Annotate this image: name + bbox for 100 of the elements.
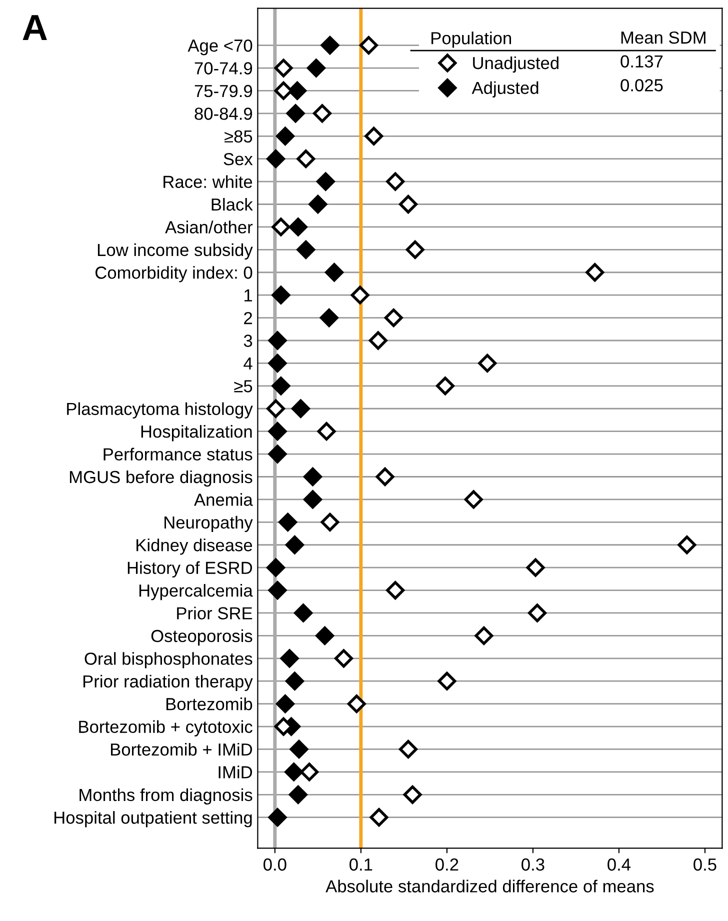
annotation: 0.025 — [620, 79, 663, 92]
y-tick-label: Sex — [224, 153, 253, 166]
y-tick-label: Asian/other — [165, 220, 253, 234]
legend-label: Adjusted — [472, 81, 538, 98]
y-tick-label: 2 — [244, 312, 252, 324]
point — [316, 626, 334, 645]
y-tick-label: Hospitalization — [141, 425, 252, 442]
y-tick-label: Oral bisphosphonates — [84, 652, 252, 668]
point — [403, 785, 422, 804]
point — [376, 468, 394, 486]
point — [285, 672, 304, 690]
y-tick-label: Prior SRE — [177, 606, 252, 620]
point — [288, 81, 307, 100]
y-tick-label: 4 — [244, 358, 252, 370]
legend-label: Unadjusted — [473, 56, 558, 73]
y-tick-label: MGUS before diagnosis — [70, 470, 252, 487]
point — [350, 286, 370, 304]
point — [274, 58, 293, 78]
point — [276, 126, 294, 146]
y-tick-label: Kidney disease — [136, 538, 252, 555]
point — [320, 512, 340, 532]
y-tick-label: Low income subsidy — [98, 243, 253, 260]
y-tick-label: Bortezomib + IMiD — [111, 742, 252, 756]
point — [285, 536, 304, 554]
point — [436, 376, 454, 396]
point — [291, 399, 310, 418]
point — [300, 762, 319, 782]
point — [268, 331, 287, 350]
point — [359, 36, 378, 55]
x-tick-label: 0.4 — [608, 858, 631, 871]
x-tick-label: 0.5 — [694, 858, 716, 871]
y-tick-label: Black — [212, 198, 253, 211]
point — [320, 36, 340, 55]
y-tick-label: Months from diagnosis — [80, 788, 252, 805]
y-tick-label: Prior radiation therapy — [83, 674, 253, 692]
y-tick-label: Hospital outpatient setting — [54, 811, 252, 828]
point — [306, 58, 326, 78]
point — [284, 762, 304, 782]
point — [272, 218, 290, 236]
point — [294, 604, 313, 622]
point — [304, 490, 322, 509]
point — [478, 354, 497, 372]
y-tick-label: Comorbidity index: 0 — [95, 266, 252, 282]
x-tick-label: 0.3 — [522, 858, 544, 871]
point — [288, 218, 308, 236]
point — [272, 376, 290, 396]
legend-title: Population — [432, 32, 512, 48]
annotation: 0.137 — [620, 55, 663, 68]
y-tick-label: Osteoporosis — [151, 629, 252, 646]
y-tick-label: 75-79.9 — [194, 84, 252, 98]
point — [438, 672, 456, 690]
point — [266, 399, 286, 418]
point — [398, 740, 418, 758]
y-tick-label: Bortezomib + cytotoxic — [79, 720, 252, 736]
point — [268, 581, 287, 600]
x-axis-title: Absolute standardized difference of means — [326, 880, 654, 892]
point — [286, 104, 305, 123]
point — [364, 126, 384, 146]
point — [526, 558, 545, 577]
y-tick-label: Race: white — [164, 175, 252, 188]
point — [278, 512, 298, 532]
point — [678, 536, 696, 554]
y-tick-label: ≥5 — [234, 380, 252, 392]
point — [268, 808, 287, 827]
point — [276, 694, 294, 714]
y-tick-label: 70-74.9 — [194, 62, 252, 74]
point — [325, 263, 344, 282]
point — [370, 808, 388, 827]
y-tick-label: Bortezomib — [166, 698, 252, 710]
point — [304, 468, 322, 486]
y-tick-label: ≥85 — [224, 130, 252, 143]
point — [386, 581, 405, 600]
point — [406, 240, 424, 259]
point — [528, 604, 546, 622]
y-tick-label: Plasmacytoma histology — [67, 402, 253, 419]
point — [296, 240, 316, 259]
x-tick-label: 0.1 — [350, 858, 372, 871]
point — [268, 354, 287, 372]
point — [368, 331, 388, 350]
point — [398, 195, 418, 214]
point — [290, 740, 308, 758]
y-tick-label: 80-84.9 — [194, 108, 252, 120]
point — [586, 263, 604, 282]
point — [266, 150, 286, 168]
point — [312, 104, 332, 123]
y-tick-label: Performance status — [104, 448, 252, 460]
chart-title: A — [22, 15, 47, 40]
point — [308, 195, 328, 214]
point — [272, 286, 290, 304]
point — [474, 626, 494, 645]
point — [268, 422, 287, 441]
y-tick-label: History of ESRD — [128, 561, 252, 578]
point — [317, 422, 336, 441]
point — [464, 490, 483, 509]
point — [266, 558, 286, 577]
point — [280, 649, 299, 668]
point — [320, 308, 338, 328]
point — [334, 649, 353, 668]
point — [347, 694, 366, 714]
annotation: Mean SDM — [621, 31, 706, 44]
